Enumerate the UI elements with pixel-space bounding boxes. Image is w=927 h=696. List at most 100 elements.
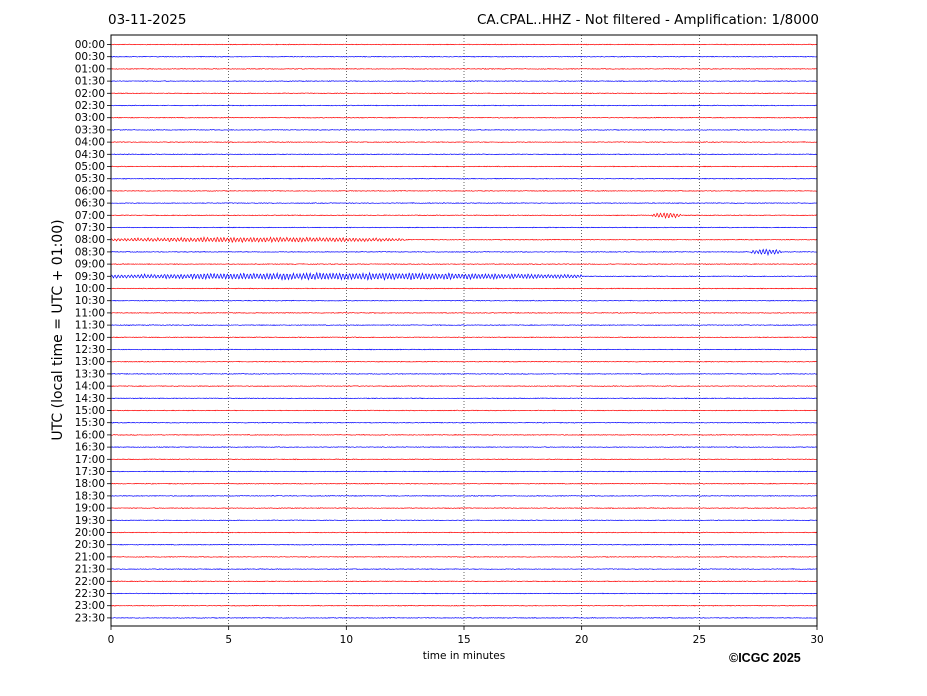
- x-tick-label: 15: [457, 634, 470, 646]
- y-tick-label: 21:00: [75, 551, 105, 563]
- y-tick-label: 18:30: [75, 490, 105, 502]
- x-tick-label: 5: [225, 634, 232, 646]
- y-tick-label: 22:00: [75, 576, 105, 588]
- trace-07:30: [110, 226, 817, 229]
- copyright-notice: ©ICGC 2025: [729, 651, 801, 665]
- x-tick-label: 30: [810, 634, 823, 646]
- y-tick-label: 22:30: [75, 588, 105, 600]
- trace-23:00: [110, 604, 817, 607]
- y-tick-label: 01:30: [75, 76, 105, 88]
- trace-03:30: [110, 129, 817, 131]
- trace-10:00: [110, 287, 817, 290]
- y-tick-label: 14:00: [75, 381, 105, 393]
- y-tick-label: 13:00: [75, 356, 105, 368]
- trace-06:30: [110, 202, 817, 204]
- trace-21:00: [110, 556, 817, 558]
- trace-00:30: [110, 55, 817, 58]
- y-tick-label: 23:30: [75, 612, 105, 624]
- trace-19:00: [110, 507, 817, 510]
- y-tick-label: 10:30: [75, 295, 105, 307]
- y-tick-label: 06:30: [75, 198, 105, 210]
- trace-22:30: [110, 592, 817, 595]
- trace-09:00: [110, 263, 817, 265]
- trace-20:30: [110, 543, 817, 546]
- trace-22:00: [110, 580, 817, 583]
- trace-18:30: [110, 495, 817, 497]
- x-tick-label: 0: [108, 634, 115, 646]
- trace-12:00: [110, 336, 817, 339]
- trace-05:00: [110, 165, 817, 168]
- trace-15:30: [110, 421, 817, 424]
- trace-01:00: [110, 68, 817, 70]
- y-tick-label: 02:30: [75, 100, 105, 112]
- trace-05:30: [110, 177, 817, 180]
- y-tick-label: 19:30: [75, 515, 105, 527]
- y-tick-label: 00:00: [75, 39, 105, 51]
- trace-18:00: [110, 482, 817, 485]
- y-tick-label: 20:00: [75, 527, 105, 539]
- x-tick-label: 25: [693, 634, 706, 646]
- y-tick-label: 19:00: [75, 503, 105, 515]
- y-tick-label: 23:00: [75, 600, 105, 612]
- x-tick-label: 20: [575, 634, 588, 646]
- trace-12:30: [110, 348, 817, 351]
- y-tick-label: 14:30: [75, 393, 105, 405]
- y-tick-label: 06:00: [75, 185, 105, 197]
- trace-17:30: [110, 470, 817, 473]
- x-axis-ticks: 0 5 10 15 20 25 30: [108, 626, 824, 646]
- trace-04:30: [110, 153, 817, 156]
- trace-16:30: [110, 446, 817, 448]
- plot-frame: [110, 34, 818, 627]
- y-tick-label: 15:30: [75, 417, 105, 429]
- trace-11:00: [110, 311, 817, 314]
- y-tick-label: 20:30: [75, 539, 105, 551]
- y-tick-label: 03:00: [75, 112, 105, 124]
- trace-04:00: [110, 141, 817, 144]
- y-tick-label: 09:00: [75, 259, 105, 271]
- y-tick-label: 11:30: [75, 320, 105, 332]
- trace-08:00: [110, 236, 817, 244]
- y-tick-label: 13:30: [75, 368, 105, 380]
- trace-20:00: [110, 531, 817, 534]
- trace-21:30: [110, 568, 817, 571]
- x-axis-label: time in minutes: [422, 650, 506, 662]
- trace-09:30: [110, 271, 817, 281]
- trace-00:00: [110, 43, 817, 46]
- x-tick-label: 10: [340, 634, 353, 646]
- trace-17:00: [110, 458, 817, 461]
- trace-11:30: [110, 324, 817, 326]
- trace-15:00: [110, 409, 817, 412]
- y-tick-label: 07:00: [75, 210, 105, 222]
- y-tick-label: 17:30: [75, 466, 105, 478]
- seismic-traces: [110, 43, 817, 619]
- y-tick-label: 21:30: [75, 564, 105, 576]
- y-tick-label: 12:30: [75, 344, 105, 356]
- trace-03:00: [110, 116, 817, 119]
- y-tick-label: 00:30: [75, 51, 105, 63]
- y-tick-label: 07:30: [75, 222, 105, 234]
- y-tick-label: 04:00: [75, 137, 105, 149]
- trace-10:30: [110, 299, 817, 302]
- y-axis-ticks: 00:0000:3001:0001:3002:0002:3003:0003:30…: [75, 39, 111, 624]
- trace-13:00: [110, 360, 817, 363]
- trace-02:00: [110, 92, 817, 95]
- y-tick-label: 10:00: [75, 283, 105, 295]
- y-tick-label: 18:00: [75, 478, 105, 490]
- trace-06:00: [110, 190, 817, 192]
- y-tick-label: 05:30: [75, 173, 105, 185]
- y-tick-label: 16:30: [75, 442, 105, 454]
- y-tick-label: 05:00: [75, 161, 105, 173]
- trace-02:30: [110, 104, 817, 107]
- y-tick-label: 08:30: [75, 246, 105, 258]
- y-tick-label: 03:30: [75, 124, 105, 136]
- trace-07:00: [110, 212, 817, 219]
- y-tick-label: 12:00: [75, 332, 105, 344]
- trace-13:30: [110, 372, 817, 375]
- trace-08:30: [110, 248, 817, 257]
- y-tick-label: 02:00: [75, 88, 105, 100]
- y-tick-label: 08:00: [75, 234, 105, 246]
- y-tick-label: 04:30: [75, 149, 105, 161]
- y-tick-label: 01:00: [75, 63, 105, 75]
- y-tick-label: 15:00: [75, 405, 105, 417]
